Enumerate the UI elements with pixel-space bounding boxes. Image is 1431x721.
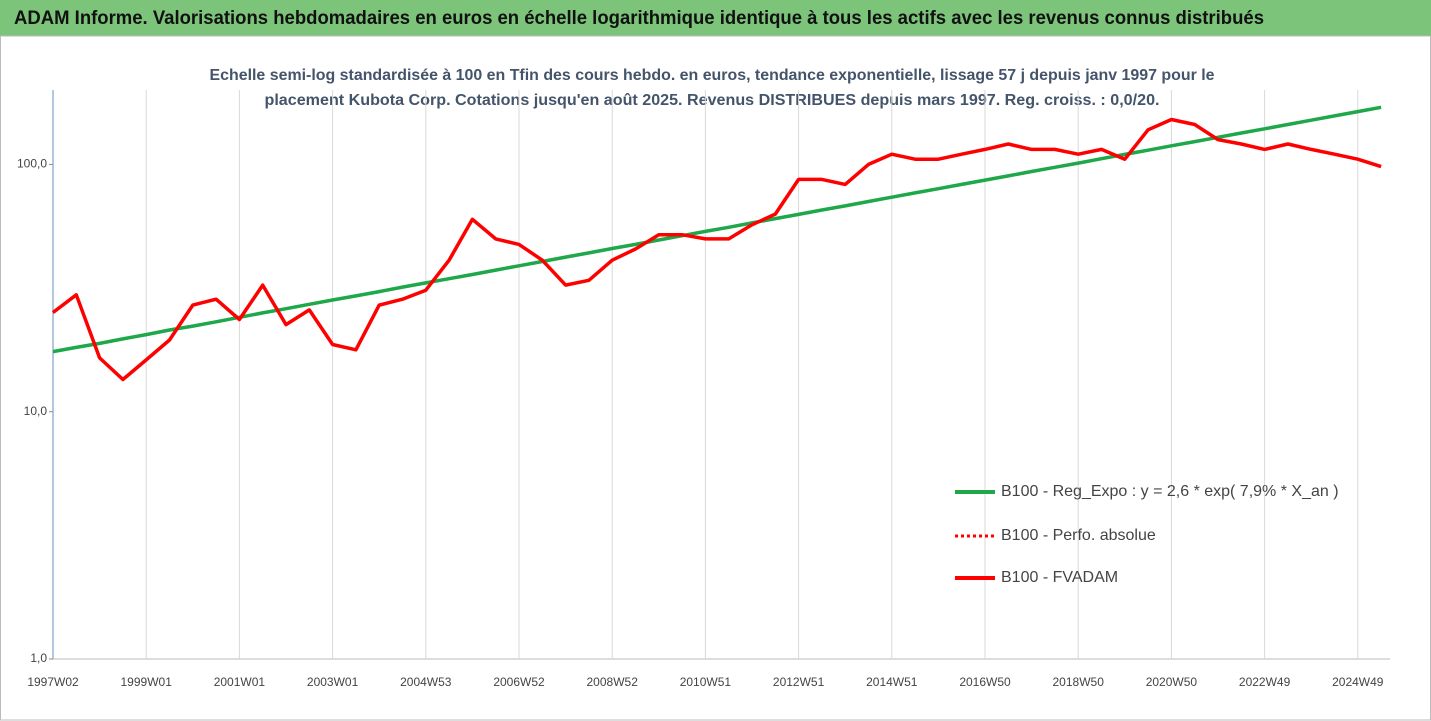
y-tick-label: 10,0 xyxy=(24,404,48,418)
series-line xyxy=(52,105,1382,354)
y-tick-label: 1,0 xyxy=(30,651,47,665)
x-tick-label: 1999W01 xyxy=(121,675,173,689)
title-banner xyxy=(0,0,1431,36)
x-tick-label: 2010W51 xyxy=(680,675,732,689)
x-tick-label: 2006W52 xyxy=(493,675,545,689)
x-tick-label: 2004W53 xyxy=(400,675,452,689)
series-line xyxy=(52,118,1382,381)
x-tick-label: 2018W50 xyxy=(1053,675,1105,689)
x-tick-label: 2001W01 xyxy=(214,675,266,689)
x-tick-label: 2012W51 xyxy=(773,675,825,689)
chart-subtitle: Echelle semi-log standardisée à 100 en T… xyxy=(210,67,1215,84)
series-line xyxy=(51,117,1382,382)
x-tick-label: 2020W50 xyxy=(1146,675,1198,689)
x-tick-label: 2016W50 xyxy=(959,675,1011,689)
x-tick-label: 2008W52 xyxy=(587,675,639,689)
chart-subtitle: placement Kubota Corp. Cotations jusqu'e… xyxy=(265,92,1160,109)
x-tick-label: 1997W02 xyxy=(27,675,79,689)
x-tick-label: 2014W51 xyxy=(866,675,918,689)
chart-title: ADAM Informe. Valorisations hebdomadaire… xyxy=(14,8,1264,29)
y-tick-label: 100,0 xyxy=(17,157,47,171)
x-tick-label: 2022W49 xyxy=(1239,675,1291,689)
legend-label: B100 - Reg_Expo : y = 2,6 * exp( 7,9% * … xyxy=(1001,483,1339,500)
legend-label: B100 - Perfo. absolue xyxy=(1001,527,1156,544)
legend-label: B100 - FVADAM xyxy=(1001,569,1118,586)
x-tick-label: 2024W49 xyxy=(1332,675,1384,689)
x-tick-label: 2003W01 xyxy=(307,675,359,689)
